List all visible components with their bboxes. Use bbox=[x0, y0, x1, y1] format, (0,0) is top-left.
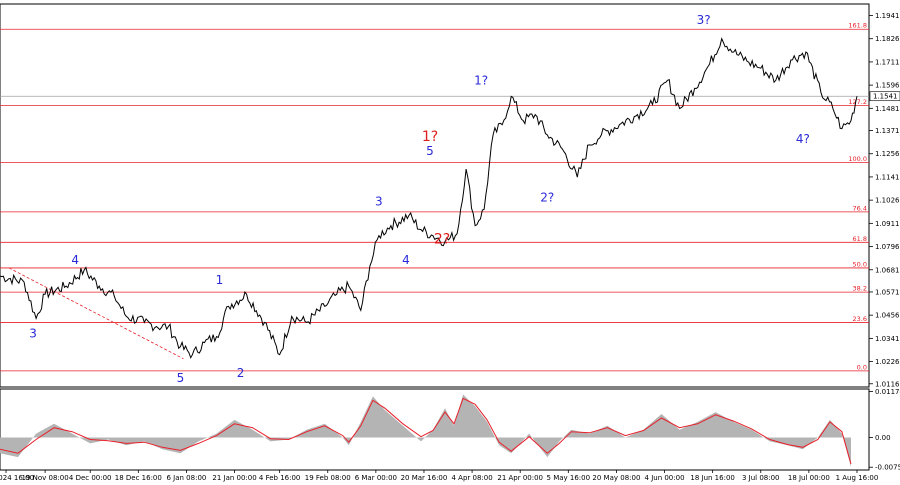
price-tick-label: 1.0341 bbox=[875, 335, 900, 343]
fibonacci-levels: 161.8 127.2 100.0 76.4 61.8 50.0 38.2 23.6 0.0 bbox=[0, 22, 869, 371]
date-tick-label: 20 Mar 16:00 bbox=[401, 474, 448, 482]
date-tick-label: 18 Jul 00:00 bbox=[788, 474, 830, 482]
price-tick-label: 1.0226 bbox=[875, 358, 900, 366]
wave-label: 1? bbox=[474, 73, 488, 87]
date-tick-label: 6 Mar 00:00 bbox=[355, 474, 397, 482]
fib-level-label: 23.6 bbox=[853, 315, 867, 323]
oscillator-histogram-area bbox=[0, 394, 851, 467]
wave-label: 1 bbox=[216, 273, 224, 287]
date-tick-label: 1 Aug 16:00 bbox=[836, 474, 879, 482]
price-tick-label: 1.1481 bbox=[875, 105, 900, 113]
price-tick-label: 1.1256 bbox=[875, 150, 900, 158]
date-tick-label: 20 May 08:00 bbox=[592, 474, 640, 482]
price-axis: 1.1941 1.1826 1.1711 1.1596 1.1481 1.1371 1.12… bbox=[869, 12, 900, 388]
date-tick-label: 21 Jan 00:00 bbox=[212, 474, 256, 482]
price-panel-frame bbox=[0, 3, 870, 388]
date-tick-label: 19 Nov 08:00 bbox=[22, 474, 69, 482]
date-tick-label: 6 Jan 08:00 bbox=[166, 474, 206, 482]
wave-label: 2? bbox=[540, 190, 554, 204]
price-tick-label: 1.0116 bbox=[875, 380, 900, 388]
price-tick-label: 1.1026 bbox=[875, 197, 900, 205]
wave-label: 5 bbox=[177, 371, 185, 385]
oscillator-tick-label: 0.01174 bbox=[875, 388, 900, 396]
wave-label: 4 bbox=[402, 253, 410, 267]
wave-label: 1? bbox=[422, 129, 438, 145]
date-tick-label: 3 Jul 08:00 bbox=[742, 474, 780, 482]
fib-level-label: 76.4 bbox=[853, 204, 867, 212]
price-series-line bbox=[0, 37, 858, 359]
date-tick-label: 21 Apr 00:00 bbox=[497, 474, 543, 482]
wave-label: 3 bbox=[29, 327, 37, 341]
price-tick-label: 1.1941 bbox=[875, 12, 900, 20]
last-price-marker bbox=[869, 91, 900, 102]
date-tick-label: 19 Feb 08:00 bbox=[305, 474, 351, 482]
oscillator-axis: 0.01174 0.00 -0.00759 bbox=[869, 388, 900, 472]
fib-level-label: 61.8 bbox=[853, 235, 867, 243]
date-tick-label: 4 Dec 00:00 bbox=[69, 474, 112, 482]
date-tick-label: 4 Feb 16:00 bbox=[259, 474, 300, 482]
wave-label: 5 bbox=[426, 144, 434, 158]
fib-level-label: 50.0 bbox=[853, 260, 867, 268]
trend-line bbox=[8, 267, 184, 360]
price-tick-label: 1.0681 bbox=[875, 266, 900, 274]
wave-label: 4 bbox=[71, 253, 79, 267]
price-tick-label: 1.1711 bbox=[875, 58, 900, 66]
date-tick-label: 18 Dec 16:00 bbox=[115, 474, 162, 482]
wave-label: 2? bbox=[434, 232, 450, 248]
fib-level-label: 100.0 bbox=[848, 155, 867, 163]
price-tick-label: 1.0571 bbox=[875, 288, 900, 296]
price-tick-label: 1.0911 bbox=[875, 220, 900, 228]
wave-label: 4? bbox=[796, 132, 810, 146]
wave-label: 3 bbox=[375, 194, 383, 208]
price-tick-label: 1.1371 bbox=[875, 127, 900, 135]
oscillator-signal-line bbox=[0, 397, 852, 465]
price-tick-label: 1.1596 bbox=[875, 82, 900, 90]
date-tick-label: Nov 2024 16:00 bbox=[0, 474, 34, 482]
price-tick-label: 1.1141 bbox=[875, 173, 900, 181]
price-tick-label: 1.0456 bbox=[875, 312, 900, 320]
fib-level-label: 161.8 bbox=[848, 22, 867, 30]
fib-level-label: 38.2 bbox=[853, 285, 867, 293]
price-tick-label: 1.0796 bbox=[875, 243, 900, 251]
date-tick-label: 18 Jun 16:00 bbox=[690, 474, 734, 482]
fib-level-label: 0.0 bbox=[857, 363, 867, 371]
oscillator-histogram bbox=[0, 394, 851, 467]
fib-level-label: 127.2 bbox=[848, 98, 867, 106]
oscillator-panel-frame bbox=[0, 388, 870, 471]
oscillator-tick-label: 0.00 bbox=[875, 434, 891, 442]
date-tick-label: 4 Apr 08:00 bbox=[451, 474, 492, 482]
oscillator-tick-label: -0.00759 bbox=[875, 464, 900, 472]
date-tick-label: 4 Jun 00:00 bbox=[645, 474, 685, 482]
wave-label: 2 bbox=[237, 366, 245, 380]
date-tick-label: 5 May 16:00 bbox=[547, 474, 591, 482]
last-price-label: 1.1541 bbox=[873, 93, 898, 101]
wave-label: 3? bbox=[697, 13, 711, 27]
price-tick-label: 1.1826 bbox=[875, 35, 900, 43]
